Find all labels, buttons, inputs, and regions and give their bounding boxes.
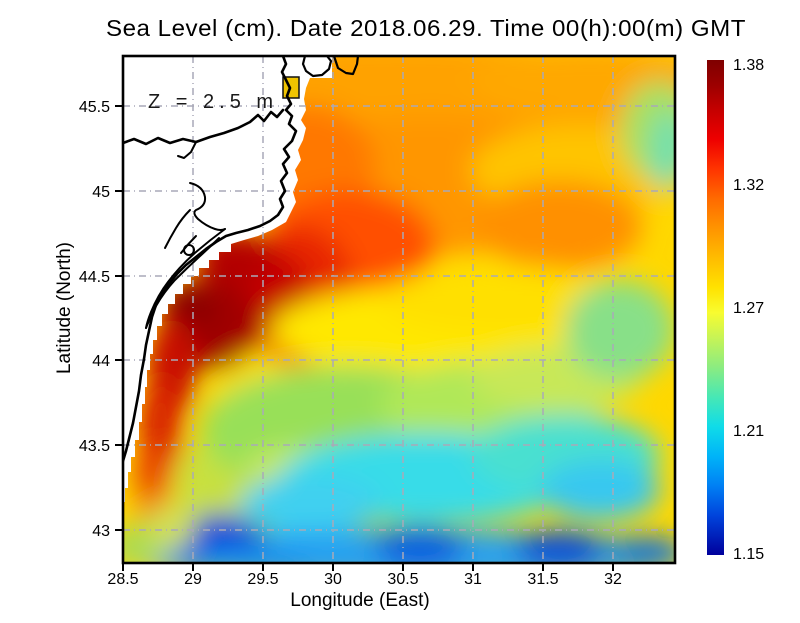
svg-text:43.5: 43.5 bbox=[79, 438, 110, 455]
colorbar: 1.38 1.32 1.27 1.21 1.15 bbox=[707, 57, 764, 563]
svg-text:30: 30 bbox=[324, 571, 342, 588]
x-axis-label: Longitude (East) bbox=[290, 590, 429, 611]
svg-text:1.27: 1.27 bbox=[733, 300, 764, 317]
svg-text:30.5: 30.5 bbox=[387, 571, 418, 588]
svg-text:1.15: 1.15 bbox=[733, 546, 764, 563]
svg-text:1.21: 1.21 bbox=[733, 423, 764, 440]
svg-text:28.5: 28.5 bbox=[107, 571, 138, 588]
land-mass bbox=[123, 56, 332, 502]
y-axis-label: Latitude (North) bbox=[54, 242, 75, 374]
svg-text:43: 43 bbox=[92, 523, 110, 540]
heatmap-field bbox=[123, 56, 675, 563]
svg-text:1.32: 1.32 bbox=[733, 177, 764, 194]
grid-lines bbox=[123, 56, 675, 563]
y-tick-labels: 45.5 45 44.5 44 43.5 43 bbox=[79, 99, 110, 540]
svg-text:31.5: 31.5 bbox=[527, 571, 558, 588]
figure-title: Sea Level (cm). Date 2018.06.29. Time 00… bbox=[106, 15, 746, 41]
svg-text:44.5: 44.5 bbox=[79, 269, 110, 286]
coastline bbox=[123, 56, 360, 463]
depth-annotation: Z = 2.5 m bbox=[148, 91, 278, 113]
x-tick-labels: 28.5 29 29.5 30 30.5 31 31.5 32 bbox=[107, 571, 622, 588]
svg-text:44: 44 bbox=[92, 353, 110, 370]
svg-text:29: 29 bbox=[184, 571, 202, 588]
svg-text:29.5: 29.5 bbox=[247, 571, 278, 588]
svg-text:45.5: 45.5 bbox=[79, 99, 110, 116]
svg-text:1.38: 1.38 bbox=[733, 57, 764, 74]
svg-text:32: 32 bbox=[604, 571, 622, 588]
colorbar-labels: 1.38 1.32 1.27 1.21 1.15 bbox=[733, 57, 764, 563]
svg-text:31: 31 bbox=[464, 571, 482, 588]
colorbar-gradient bbox=[707, 60, 724, 555]
plot-frame bbox=[121, 54, 677, 565]
axis-ticks bbox=[115, 105, 614, 571]
svg-text:45: 45 bbox=[92, 184, 110, 201]
